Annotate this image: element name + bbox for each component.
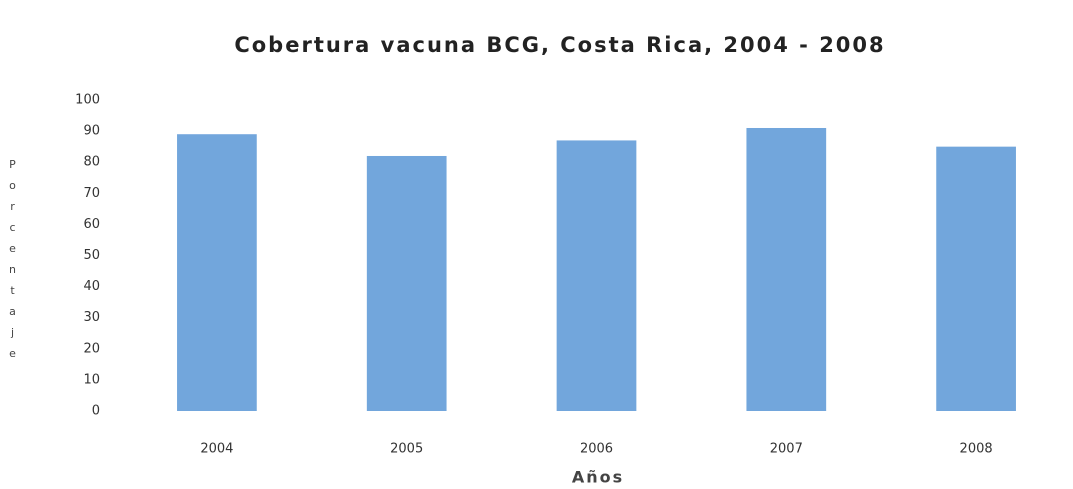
y-tick-label: 0	[92, 404, 100, 419]
bar	[177, 134, 257, 411]
y-tick-label: 30	[83, 310, 100, 325]
bar	[556, 140, 637, 411]
y-tick-label: 10	[83, 372, 100, 387]
y-tick-label: 60	[83, 217, 100, 232]
bar	[746, 127, 827, 412]
y-tick-label: 100	[75, 93, 100, 108]
y-axis-label: Porcentaje	[6, 158, 19, 368]
y-tick-label: 90	[83, 124, 100, 139]
y-tick-label: 40	[83, 279, 100, 294]
chart-title: Cobertura vacuna BCG, Costa Rica, 2004 -…	[234, 33, 885, 57]
x-tick-label: 2007	[770, 442, 803, 457]
x-tick-label: 2006	[580, 442, 613, 457]
x-tick-label: 2008	[960, 442, 993, 457]
x-tick-label: 2005	[390, 442, 423, 457]
y-tick-label: 20	[83, 341, 100, 356]
x-axis-label: Años	[572, 468, 624, 487]
y-tick-label: 70	[83, 186, 100, 201]
bar	[936, 146, 1016, 411]
x-tick-label: 2004	[200, 442, 233, 457]
y-tick-label: 50	[83, 248, 100, 263]
y-tick-label: 80	[83, 155, 100, 170]
bar	[366, 155, 447, 411]
